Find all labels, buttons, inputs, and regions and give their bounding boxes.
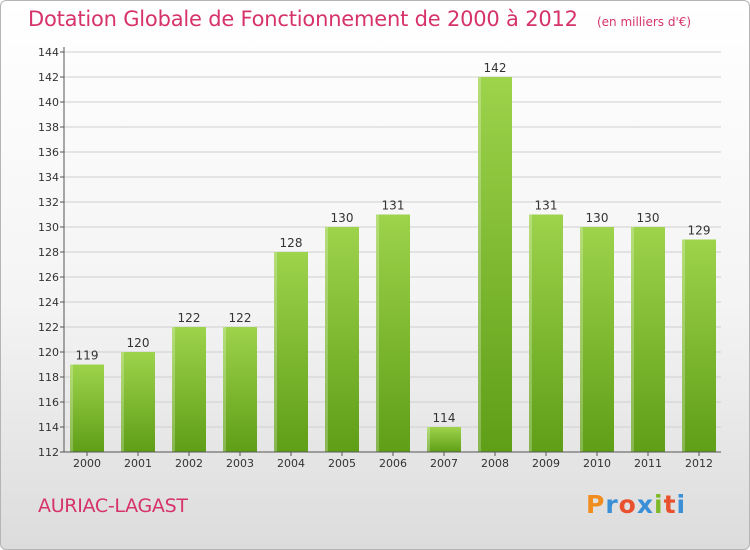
- x-tick-label: 2002: [175, 457, 203, 470]
- data-label: 130: [637, 211, 660, 225]
- data-label: 129: [688, 224, 711, 238]
- bar: [274, 252, 308, 452]
- data-labels: 119 120 122 122 128 130 131 114 142 131 130 130 129: [76, 61, 711, 425]
- commune-name: AURIAC-LAGAST: [38, 495, 188, 517]
- y-tick-label: 114: [38, 421, 59, 434]
- data-label: 122: [178, 311, 201, 325]
- bar-highlight: [478, 77, 481, 452]
- data-label: 130: [586, 211, 609, 225]
- y-tick-label: 126: [38, 271, 59, 284]
- bar-highlight: [223, 327, 226, 452]
- x-tick-label: 2003: [226, 457, 254, 470]
- chart-header: Dotation Globale de Fonctionnement de 20…: [28, 7, 691, 31]
- x-tick-label: 2005: [328, 457, 356, 470]
- logo-letter: r: [605, 490, 619, 519]
- y-tick-label: 136: [38, 146, 59, 159]
- data-label: 128: [280, 236, 303, 250]
- bar: [631, 227, 665, 452]
- axes: 112 114 116 118 120 122 124 126 128 130 132 134 136 1…: [38, 46, 721, 470]
- x-tick-label: 2000: [73, 457, 101, 470]
- bar: [70, 364, 104, 452]
- y-tick-label: 128: [38, 246, 59, 259]
- bar-highlight: [529, 214, 532, 452]
- y-tick-label: 142: [38, 71, 59, 84]
- y-tick-label: 120: [38, 346, 59, 359]
- y-tick-label: 134: [38, 171, 59, 184]
- bar: [172, 327, 206, 452]
- logo-letter: t: [663, 490, 677, 519]
- chart-title: Dotation Globale de Fonctionnement de 20…: [28, 7, 578, 31]
- x-tick-label: 2009: [532, 457, 560, 470]
- y-tick-label: 140: [38, 96, 59, 109]
- x-tick-label: 2004: [277, 457, 305, 470]
- logo-letter: o: [618, 490, 637, 519]
- y-tick-label: 130: [38, 221, 59, 234]
- x-tick-label: 2010: [583, 457, 611, 470]
- bar-highlight: [376, 214, 379, 452]
- y-tick-label: 112: [38, 446, 59, 459]
- y-tick-label: 118: [38, 371, 59, 384]
- bar-highlight: [580, 227, 583, 452]
- x-tick-label: 2007: [430, 457, 458, 470]
- data-label: 131: [535, 199, 558, 213]
- y-tick-label: 132: [38, 196, 59, 209]
- bar-highlight: [682, 239, 685, 452]
- bar-highlight: [427, 427, 430, 452]
- bar-highlight: [631, 227, 634, 452]
- data-label: 122: [229, 311, 252, 325]
- logo-letter: x: [636, 490, 654, 519]
- bar: [325, 227, 359, 452]
- data-label: 114: [433, 411, 456, 425]
- bar-highlight: [325, 227, 328, 452]
- chart-subtitle: (en milliers d'€): [596, 15, 692, 29]
- bar: [376, 214, 410, 452]
- bar-highlight: [274, 252, 277, 452]
- data-label: 120: [127, 336, 150, 350]
- bar-highlight: [70, 364, 73, 452]
- x-tick-label: 2011: [634, 457, 662, 470]
- bar: [427, 427, 461, 452]
- bar-highlight: [172, 327, 175, 452]
- logo-letter: i: [676, 490, 687, 519]
- y-tick-label: 144: [38, 46, 59, 59]
- x-tick-label: 2001: [124, 457, 152, 470]
- bar: [478, 77, 512, 452]
- y-tick-label: 116: [38, 396, 59, 409]
- bar: [121, 352, 155, 452]
- data-label: 130: [331, 211, 354, 225]
- bar: [682, 239, 716, 452]
- bar-highlight: [121, 352, 124, 452]
- bar: [580, 227, 614, 452]
- logo-letter: i: [654, 490, 664, 519]
- data-label: 142: [484, 61, 507, 75]
- y-tick-label: 122: [38, 321, 59, 334]
- bar: [223, 327, 257, 452]
- data-label: 119: [76, 349, 99, 363]
- data-label: 131: [382, 199, 405, 213]
- x-tick-label: 2012: [685, 457, 713, 470]
- bars: [70, 77, 716, 452]
- proxiti-logo: Proxiti: [586, 490, 686, 519]
- bar: [529, 214, 563, 452]
- x-tick-label: 2008: [481, 457, 509, 470]
- y-tick-label: 138: [38, 121, 59, 134]
- y-tick-label: 124: [38, 296, 59, 309]
- logo-letter: P: [586, 490, 606, 519]
- x-tick-label: 2006: [379, 457, 407, 470]
